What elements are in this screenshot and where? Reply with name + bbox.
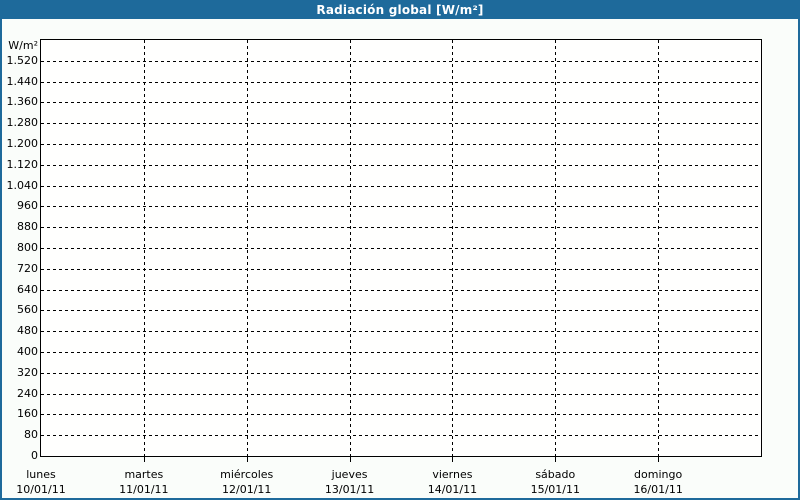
horizontal-gridline <box>41 435 761 437</box>
horizontal-gridline <box>41 227 761 229</box>
horizontal-gridline <box>41 310 761 312</box>
x-axis-day-date: 15/01/11 <box>530 483 580 496</box>
horizontal-gridline <box>41 185 761 187</box>
x-axis-day-label: miércoles 12/01/11 <box>195 467 299 497</box>
x-axis-day-name: domingo <box>634 468 683 481</box>
horizontal-gridline <box>41 60 761 62</box>
horizontal-gridline <box>41 414 761 416</box>
y-axis-tick-label: 720 <box>17 261 38 275</box>
y-axis-tick-label: 640 <box>17 282 38 296</box>
y-axis-tick-label: 800 <box>17 241 38 254</box>
y-axis-unit-label: W/m² <box>8 39 38 52</box>
horizontal-gridline <box>41 248 761 249</box>
x-axis-day-date: 10/01/11 <box>16 483 66 496</box>
x-axis-day-label: jueves 13/01/11 <box>298 467 402 497</box>
x-axis-day-date: 16/01/11 <box>633 483 683 496</box>
y-axis-tick-label: 1.440 <box>6 74 39 88</box>
vertical-gridline <box>349 40 351 456</box>
x-axis-tick <box>658 457 660 462</box>
x-axis-day-label: viernes 14/01/11 <box>400 467 504 497</box>
y-axis-tick-label: 880 <box>17 220 38 234</box>
horizontal-gridline <box>41 268 761 270</box>
horizontal-gridline <box>41 123 761 125</box>
x-axis-day-label: sábado 15/01/11 <box>503 467 607 497</box>
y-axis-tick-label: 560 <box>17 303 38 317</box>
x-axis-day-name: sábado <box>535 468 576 481</box>
x-axis-day-label: lunes 10/01/11 <box>2 467 93 497</box>
y-axis-tick-label: 480 <box>17 324 38 338</box>
chart-titlebar: Radiación global [W/m²] <box>2 2 798 19</box>
horizontal-gridline <box>41 164 761 166</box>
horizontal-gridline <box>41 331 761 333</box>
y-axis-tick-label: 960 <box>17 199 38 213</box>
x-axis-day-label: martes 11/01/11 <box>92 467 196 497</box>
chart-title: Radiación global [W/m²] <box>316 3 484 17</box>
y-axis-tick-label: 240 <box>17 386 38 400</box>
y-axis-tick-label: 1.200 <box>6 137 39 150</box>
x-axis-day-name: martes <box>124 468 164 481</box>
horizontal-gridline <box>41 352 761 353</box>
y-axis-tick-label: 0 <box>31 449 38 462</box>
x-axis-day-date: 13/01/11 <box>324 483 375 496</box>
vertical-gridline <box>555 40 557 456</box>
y-axis-tick-label: 320 <box>17 365 38 379</box>
vertical-gridline <box>658 40 660 456</box>
x-axis-day-date: 14/01/11 <box>427 483 478 496</box>
x-axis-day-name: lunes <box>26 468 56 481</box>
y-axis-tick-label: 400 <box>17 345 38 358</box>
y-axis-tick-label: 1.280 <box>6 116 39 130</box>
y-axis-tick-label: 1.360 <box>6 95 39 109</box>
horizontal-gridline <box>41 393 761 395</box>
x-axis-tick <box>246 457 248 462</box>
x-axis-day-label: domingo 16/01/11 <box>606 467 710 497</box>
x-axis-day-date: 12/01/11 <box>222 483 272 496</box>
vertical-gridline <box>452 40 454 456</box>
y-axis-tick-label: 80 <box>24 428 38 442</box>
horizontal-gridline <box>41 144 761 145</box>
x-axis-day-name: jueves <box>331 468 368 481</box>
x-axis-tick <box>452 457 454 462</box>
y-axis-tick-label: 160 <box>17 407 38 421</box>
x-axis-tick <box>143 457 145 462</box>
horizontal-gridline <box>41 81 761 83</box>
x-axis-tick <box>555 457 557 462</box>
x-axis-day-name: viernes <box>432 468 473 481</box>
x-axis-day-name: miércoles <box>220 468 274 481</box>
y-axis-tick-label: 1.520 <box>6 53 39 67</box>
plot-area <box>40 39 762 457</box>
horizontal-gridline <box>41 206 761 208</box>
y-axis-tick-label: 1.040 <box>6 178 39 192</box>
horizontal-gridline <box>41 372 761 374</box>
horizontal-gridline <box>41 102 761 104</box>
vertical-gridline <box>246 40 248 456</box>
horizontal-gridline <box>41 289 761 291</box>
vertical-gridline <box>143 40 145 456</box>
x-axis-day-date: 11/01/11 <box>119 483 169 496</box>
x-axis-tick <box>349 457 351 462</box>
y-axis-tick-label: 1.120 <box>6 157 39 171</box>
